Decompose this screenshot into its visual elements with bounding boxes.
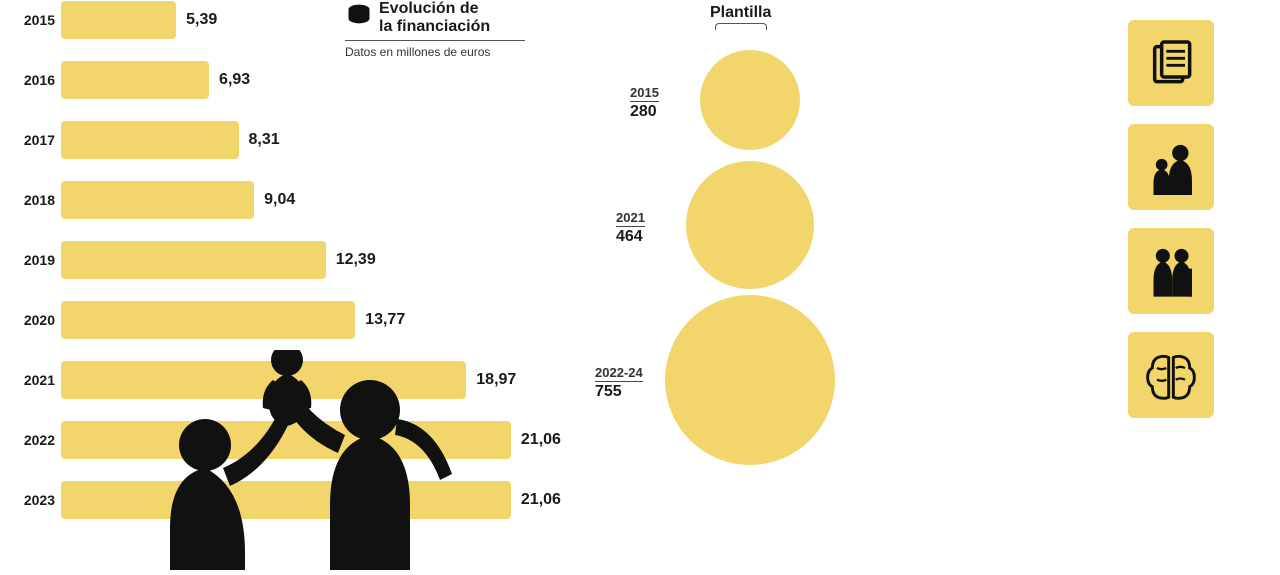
plantilla-year: 2021	[616, 210, 645, 227]
document-icon-box	[1128, 20, 1214, 106]
title-line2: la financiación	[379, 18, 490, 36]
plantilla-year: 2022-24	[595, 365, 643, 382]
bar-value-label: 6,93	[219, 71, 250, 89]
bar-year-label: 2022	[10, 432, 55, 448]
icon-column	[1128, 20, 1214, 436]
title-line1: Evolución de	[379, 0, 490, 18]
bar-year-label: 2023	[10, 492, 55, 508]
plantilla-title: Plantilla	[710, 4, 771, 22]
bar	[61, 181, 254, 219]
bar-row: 2016 6,93	[10, 50, 600, 110]
bar	[61, 241, 326, 279]
bar-value-label: 12,39	[336, 251, 376, 269]
bar-year-label: 2020	[10, 312, 55, 328]
plantilla-value: 464	[616, 228, 645, 246]
bar-value-label: 21,06	[521, 431, 561, 449]
coins-icon	[345, 0, 373, 28]
bar-year-label: 2018	[10, 192, 55, 208]
family-icon-box	[1128, 124, 1214, 210]
bar-row: 2019 12,39	[10, 230, 600, 290]
bar-row: 2020 13,77	[10, 290, 600, 350]
family-icon	[1143, 139, 1199, 195]
bar	[61, 301, 355, 339]
bar	[61, 121, 239, 159]
bar-year-label: 2019	[10, 252, 55, 268]
plantilla-bubble	[686, 161, 814, 289]
document-icon	[1143, 35, 1199, 91]
plantilla-value: 755	[595, 383, 643, 401]
bar-value-label: 13,77	[365, 311, 405, 329]
title-divider	[345, 40, 525, 41]
bar-year-label: 2015	[10, 12, 55, 28]
family-silhouette	[145, 350, 485, 550]
brain-icon-box	[1128, 332, 1214, 418]
bar-value-label: 21,06	[521, 491, 561, 509]
bar-value-label: 9,04	[264, 191, 295, 209]
bar	[61, 61, 209, 99]
bar-row: 2018 9,04	[10, 170, 600, 230]
plantilla-value: 280	[630, 103, 659, 121]
brain-icon	[1143, 347, 1199, 403]
bar-year-label: 2021	[10, 372, 55, 388]
plantilla-bubble	[665, 295, 835, 465]
title-subtitle: Datos en millones de euros	[345, 45, 525, 59]
plantilla-label: 2021464	[616, 209, 645, 246]
bar	[61, 1, 176, 39]
bar-year-label: 2017	[10, 132, 55, 148]
plantilla-bubble	[700, 50, 800, 150]
couple-icon-box	[1128, 228, 1214, 314]
bar-row: 2017 8,31	[10, 110, 600, 170]
bar-year-label: 2016	[10, 72, 55, 88]
chart-title-block: Evolución de la financiación Datos en mi…	[345, 0, 525, 59]
plantilla-label: 2015280	[630, 84, 659, 121]
bar-value-label: 8,31	[249, 131, 280, 149]
couple-icon	[1143, 243, 1199, 299]
plantilla-year: 2015	[630, 85, 659, 102]
plantilla-label: 2022-24755	[595, 364, 643, 401]
bar-value-label: 5,39	[186, 11, 217, 29]
